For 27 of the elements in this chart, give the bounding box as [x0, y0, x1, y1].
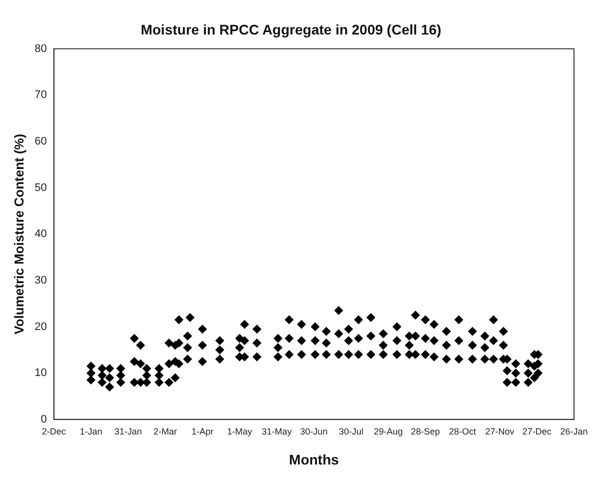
y-axis-title: Volumetric Moisture Content (%) — [11, 134, 26, 334]
x-tick-label: 1-Apr — [191, 426, 214, 436]
y-tick-label: 80 — [34, 42, 47, 55]
x-tick-label: 30-Jul — [338, 426, 364, 436]
x-tick-label: 28-Sep — [410, 426, 440, 436]
x-tick-label: 29-Aug — [374, 426, 403, 436]
y-tick-label: 60 — [34, 135, 47, 148]
x-tick-label: 2-Mar — [154, 426, 178, 436]
x-tick-label: 31-May — [262, 426, 292, 436]
x-tick-label: 26-Jan — [560, 426, 588, 436]
y-tick-label: 30 — [34, 274, 47, 286]
y-tick-label: 20 — [34, 320, 47, 333]
x-axis-title: Months — [289, 451, 340, 468]
x-tick-label: 28-Oct — [449, 426, 477, 436]
x-tick-label: 2-Dec — [42, 426, 66, 436]
y-tick-label: 40 — [34, 228, 47, 240]
y-tick-label: 10 — [34, 367, 47, 380]
x-tick-label: 30-Jun — [300, 426, 328, 436]
x-tick-label: 1-Jan — [80, 426, 102, 436]
chart-title: Moisture in RPCC Aggregate in 2009 (Cell 16) — [140, 21, 442, 38]
x-tick-label: 27-Dec — [522, 426, 552, 436]
y-tick-label: 70 — [34, 89, 47, 102]
x-tick-label: 1-May — [227, 426, 253, 436]
y-tick-label: 50 — [34, 182, 47, 194]
x-tick-label: 27-Nov — [485, 426, 515, 436]
y-tick-label: 0 — [40, 413, 47, 426]
x-tick-label: 31-Jan — [114, 426, 142, 436]
